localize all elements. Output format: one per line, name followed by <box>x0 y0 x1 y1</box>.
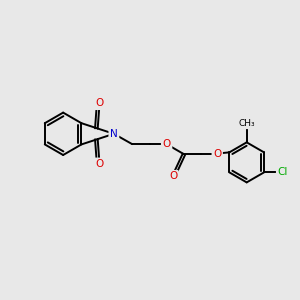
Text: O: O <box>163 139 171 149</box>
Text: O: O <box>95 98 103 109</box>
Text: CH₃: CH₃ <box>238 119 255 128</box>
Text: Cl: Cl <box>277 167 287 177</box>
Text: O: O <box>169 172 177 182</box>
Text: O: O <box>95 159 103 169</box>
Text: N: N <box>110 129 118 139</box>
Text: O: O <box>213 148 221 158</box>
